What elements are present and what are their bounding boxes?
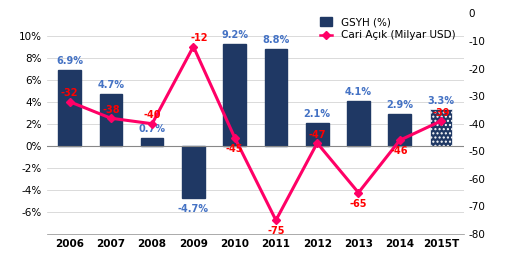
Text: 0.7%: 0.7% — [139, 124, 166, 134]
Bar — [306, 123, 329, 146]
Bar — [224, 44, 246, 146]
Bar — [388, 114, 411, 146]
Text: -75: -75 — [267, 226, 284, 236]
Text: 9.2%: 9.2% — [221, 30, 248, 40]
Text: -45: -45 — [226, 144, 243, 154]
Text: 2.1%: 2.1% — [304, 109, 331, 119]
Bar — [265, 49, 287, 146]
Bar — [141, 138, 164, 146]
Legend: GSYH (%), Cari Açık (Milyar USD): GSYH (%), Cari Açık (Milyar USD) — [317, 14, 458, 44]
Text: 2.9%: 2.9% — [386, 100, 413, 110]
Bar — [347, 101, 370, 146]
Bar — [58, 70, 81, 146]
Text: -46: -46 — [391, 146, 408, 156]
Text: 8.8%: 8.8% — [262, 35, 290, 45]
Text: -12: -12 — [191, 33, 208, 43]
Text: -65: -65 — [350, 199, 367, 209]
Text: -32: -32 — [61, 89, 78, 98]
Text: -47: -47 — [308, 130, 326, 140]
Text: 4.1%: 4.1% — [345, 87, 372, 97]
Bar — [100, 94, 122, 146]
Text: -4.7%: -4.7% — [178, 204, 209, 214]
Bar — [182, 146, 205, 198]
Text: -39: -39 — [432, 108, 450, 118]
Bar — [430, 109, 452, 146]
Text: Türkiye GSYH büyümesi (Yıllık) ve Cari Açık (Milyar USD): Türkiye GSYH büyümesi (Yıllık) ve Cari A… — [10, 12, 452, 27]
Text: -40: -40 — [143, 111, 161, 121]
Text: 6.9%: 6.9% — [56, 56, 83, 66]
Text: 3.3%: 3.3% — [428, 95, 454, 105]
Text: -38: -38 — [102, 105, 120, 115]
Text: 4.7%: 4.7% — [97, 80, 125, 90]
